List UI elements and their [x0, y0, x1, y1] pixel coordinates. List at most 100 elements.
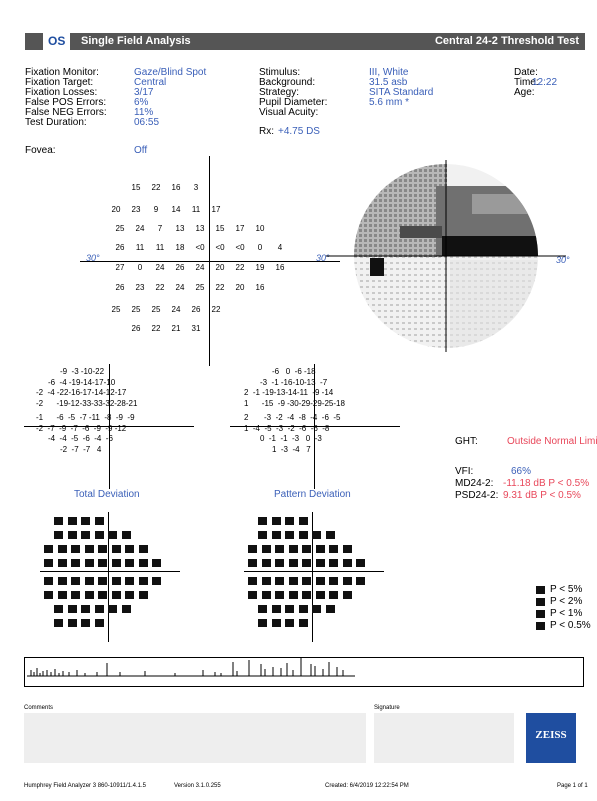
probability-symbol [288, 559, 298, 567]
ght-value: Outside Normal Limits [507, 436, 597, 447]
threshold-value: 27 [115, 263, 125, 272]
vfi-label: VFI: [455, 466, 474, 477]
horizontal-axis [80, 261, 340, 262]
probability-symbol [285, 605, 294, 613]
probability-symbol [342, 545, 352, 553]
probability-symbol [288, 545, 298, 553]
probability-symbol [138, 577, 148, 585]
probability-symbol [125, 577, 134, 585]
signature-box[interactable] [374, 713, 514, 763]
probability-symbol [44, 545, 53, 553]
info-right-label-0: Date: [514, 67, 538, 78]
threshold-value: 26 [175, 263, 185, 272]
threshold-value: 25 [195, 283, 205, 292]
probability-symbol [312, 605, 321, 613]
probability-symbol [94, 605, 104, 613]
probability-symbol [285, 531, 294, 539]
probability-symbol [258, 619, 267, 627]
pattern-deviation-numeric: -6 0 -6 -18 -3 -1 -16-10-13 -7 2 -1 -19-13… [230, 364, 400, 489]
footer-version: Version 3.1.0.255 [174, 783, 221, 789]
legend-symbol [536, 610, 545, 618]
rx-value: +4.75 DS [278, 126, 320, 137]
probability-symbol [288, 577, 298, 585]
legend-label: P < 2% [550, 596, 583, 607]
info-right-label-2: Age: [514, 87, 535, 98]
probability-symbol [138, 559, 148, 567]
threshold-value: 17 [211, 205, 221, 214]
probability-symbol [356, 577, 365, 585]
probability-symbol [275, 591, 284, 599]
fovea-label: Fovea: [25, 145, 56, 156]
probability-symbol [248, 577, 257, 585]
probability-symbol [275, 559, 284, 567]
threshold-value: 22 [155, 283, 165, 292]
probability-symbol [44, 559, 53, 567]
probability-legend: P < 5% P < 2% P < 1% P < 0.5% [536, 585, 596, 646]
probability-symbol [84, 559, 94, 567]
threshold-value: 21 [171, 324, 181, 333]
probability-symbol [54, 531, 63, 539]
signature-label: Signature [374, 705, 400, 711]
total_dev-row: -2 -4 -22-16-17-14-12-17 [36, 388, 127, 397]
probability-symbol [125, 545, 134, 553]
total_dev-row: -2 -7 -9 -7 -6 -9 -9 -12 [36, 423, 127, 433]
probability-symbol [271, 517, 281, 525]
probability-symbol [261, 577, 271, 585]
threshold-value: 16 [255, 283, 265, 292]
probability-symbol [152, 577, 161, 585]
threshold-value: 31 [191, 324, 201, 333]
info-left-label-2: Fixation Losses: [25, 87, 98, 98]
probability-symbol [98, 577, 107, 585]
probability-symbol [329, 545, 338, 553]
info-left-label-1: Fixation Target: [25, 77, 94, 88]
probability-symbol [94, 619, 104, 627]
threshold-value: 16 [171, 183, 181, 192]
threshold-value: 20 [235, 283, 245, 292]
pattern-deviation-label: Pattern Deviation [274, 489, 351, 500]
probability-symbol [271, 531, 281, 539]
threshold-value: 26 [115, 243, 125, 252]
threshold-value: 15 [131, 183, 141, 192]
threshold-value: 18 [175, 243, 185, 252]
probability-symbol [342, 559, 352, 567]
comments-box[interactable] [24, 713, 366, 763]
probability-symbol [302, 559, 311, 567]
report-title: Single Field Analysis [81, 35, 191, 47]
threshold-value: 24 [195, 263, 205, 272]
md-value: -11.18 dB P < 0.5% [503, 478, 590, 489]
threshold-value: 24 [175, 283, 185, 292]
probability-symbol [315, 591, 325, 599]
probability-symbol [275, 577, 284, 585]
probability-symbol [261, 545, 271, 553]
probability-symbol [302, 545, 311, 553]
greyscale-plot: 30° [326, 156, 570, 366]
total_dev-row: -6 -4 -19-14-17-10 [48, 377, 116, 387]
info-mid-label-3: Pupil Diameter: [259, 97, 328, 108]
probability-symbol [261, 591, 271, 599]
probability-symbol [298, 517, 308, 525]
probability-symbol [125, 559, 134, 567]
info-mid-value-0: III, White [369, 67, 409, 78]
probability-symbol [71, 591, 80, 599]
probability-symbol [98, 591, 107, 599]
zeiss-logo-text: ZEISS [535, 729, 567, 741]
axis-label-right: 30° [316, 253, 330, 263]
probability-symbol [44, 577, 53, 585]
threshold-value: 24 [171, 305, 181, 314]
probability-symbol [271, 605, 281, 613]
probability-symbol [152, 559, 161, 567]
probability-symbol [302, 577, 311, 585]
probability-symbol [54, 619, 63, 627]
probability-symbol [111, 577, 121, 585]
threshold-value: 20 [215, 263, 225, 272]
threshold-value: 23 [135, 283, 145, 292]
probability-symbol [325, 531, 335, 539]
probability-symbol [57, 577, 67, 585]
probability-symbol [298, 605, 308, 613]
legend-symbol [536, 598, 545, 606]
total_dev-row: -1 -6 -5 -7 -11 -8 -9 -9 [36, 413, 135, 422]
threshold-value: 7 [157, 224, 163, 233]
probability-symbol [248, 559, 257, 567]
total-deviation-probability [40, 512, 180, 642]
rx-label: Rx: [259, 126, 274, 137]
